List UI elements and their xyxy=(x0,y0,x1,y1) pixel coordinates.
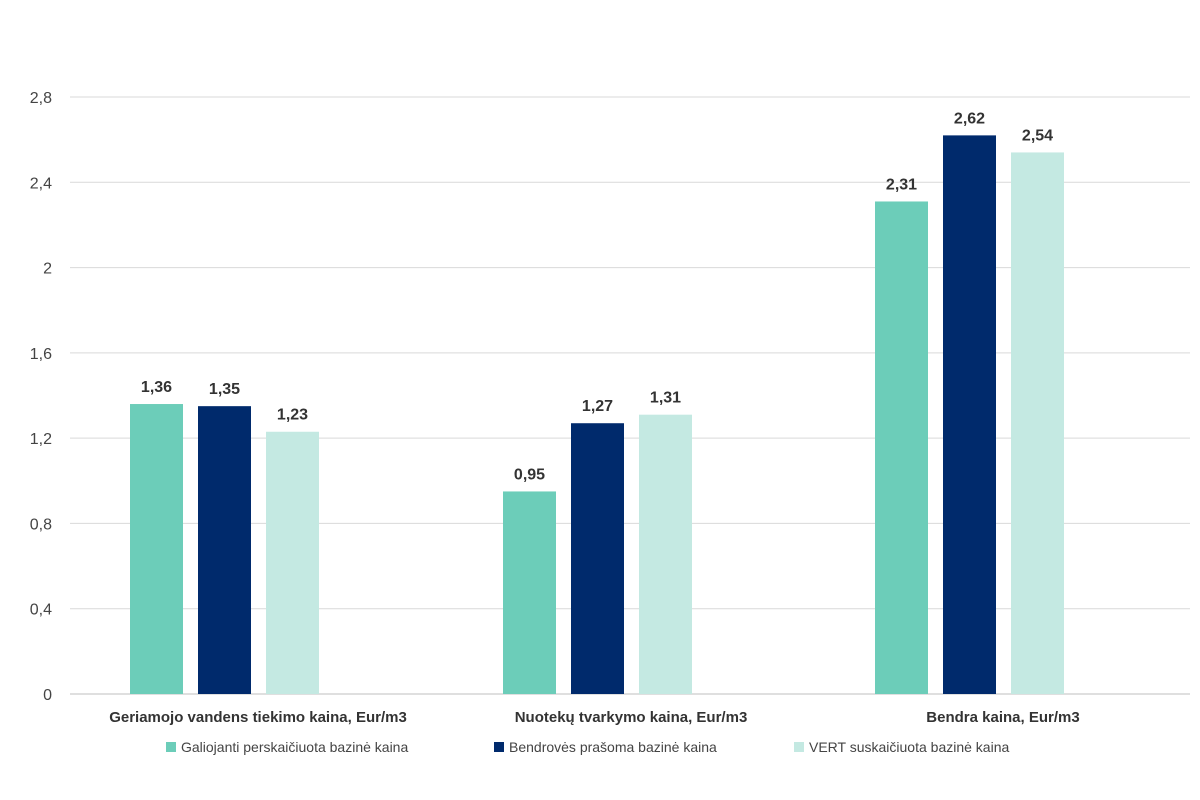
gridlines xyxy=(70,96,1190,695)
y-tick-label: 2,4 xyxy=(30,175,52,192)
y-tick-label: 2 xyxy=(43,261,52,278)
x-category-label: Geriamojo vandens tiekimo kaina, Eur/m3 xyxy=(109,709,407,726)
data-labels: 1,36 1,35 1,23 0,95 1,27 1,31 2,31 2,62 2,54 xyxy=(141,110,1053,483)
legend-label: VERT suskaičiuota bazinė kaina xyxy=(809,739,1009,755)
y-tick-label: 0 xyxy=(43,687,52,704)
data-label: 1,27 xyxy=(582,398,613,415)
y-tick-label: 0,8 xyxy=(30,516,52,533)
y-tick-label: 2,8 xyxy=(30,90,52,107)
y-tick-label: 0,4 xyxy=(30,602,52,619)
legend: Galiojanti perskaičiuota bazinė kaina Ben… xyxy=(166,739,1009,755)
bar xyxy=(130,404,183,694)
data-label: 2,62 xyxy=(954,110,985,127)
legend-label: Bendrovės prašoma bazinė kaina xyxy=(509,739,717,755)
data-label: 1,35 xyxy=(209,381,240,398)
bar xyxy=(1011,152,1064,694)
bar xyxy=(503,491,556,694)
bar xyxy=(198,406,251,694)
legend-swatch xyxy=(166,742,176,752)
bar xyxy=(571,423,624,694)
x-category-label: Nuotekų tvarkymo kaina, Eur/m3 xyxy=(515,709,748,726)
x-category-label: Bendra kaina, Eur/m3 xyxy=(926,709,1079,726)
y-axis-ticks: 0 0,4 0,8 1,2 1,6 2 2,4 2,8 xyxy=(30,90,52,704)
data-label: 2,31 xyxy=(886,176,917,193)
y-tick-label: 1,2 xyxy=(30,431,52,448)
bar xyxy=(266,431,319,694)
y-tick-label: 1,6 xyxy=(30,346,52,363)
bars xyxy=(130,135,1064,695)
legend-swatch xyxy=(794,742,804,752)
data-label: 2,54 xyxy=(1022,127,1053,144)
bar xyxy=(639,414,692,694)
data-label: 0,95 xyxy=(514,466,545,483)
legend-label: Galiojanti perskaičiuota bazinė kaina xyxy=(181,739,408,755)
legend-swatch xyxy=(494,742,504,752)
bar xyxy=(875,201,928,694)
bar xyxy=(943,135,996,695)
x-axis-categories: Geriamojo vandens tiekimo kaina, Eur/m3 N… xyxy=(109,709,1080,726)
data-label: 1,23 xyxy=(277,407,308,424)
data-label: 1,31 xyxy=(650,390,681,407)
data-label: 1,36 xyxy=(141,379,172,396)
